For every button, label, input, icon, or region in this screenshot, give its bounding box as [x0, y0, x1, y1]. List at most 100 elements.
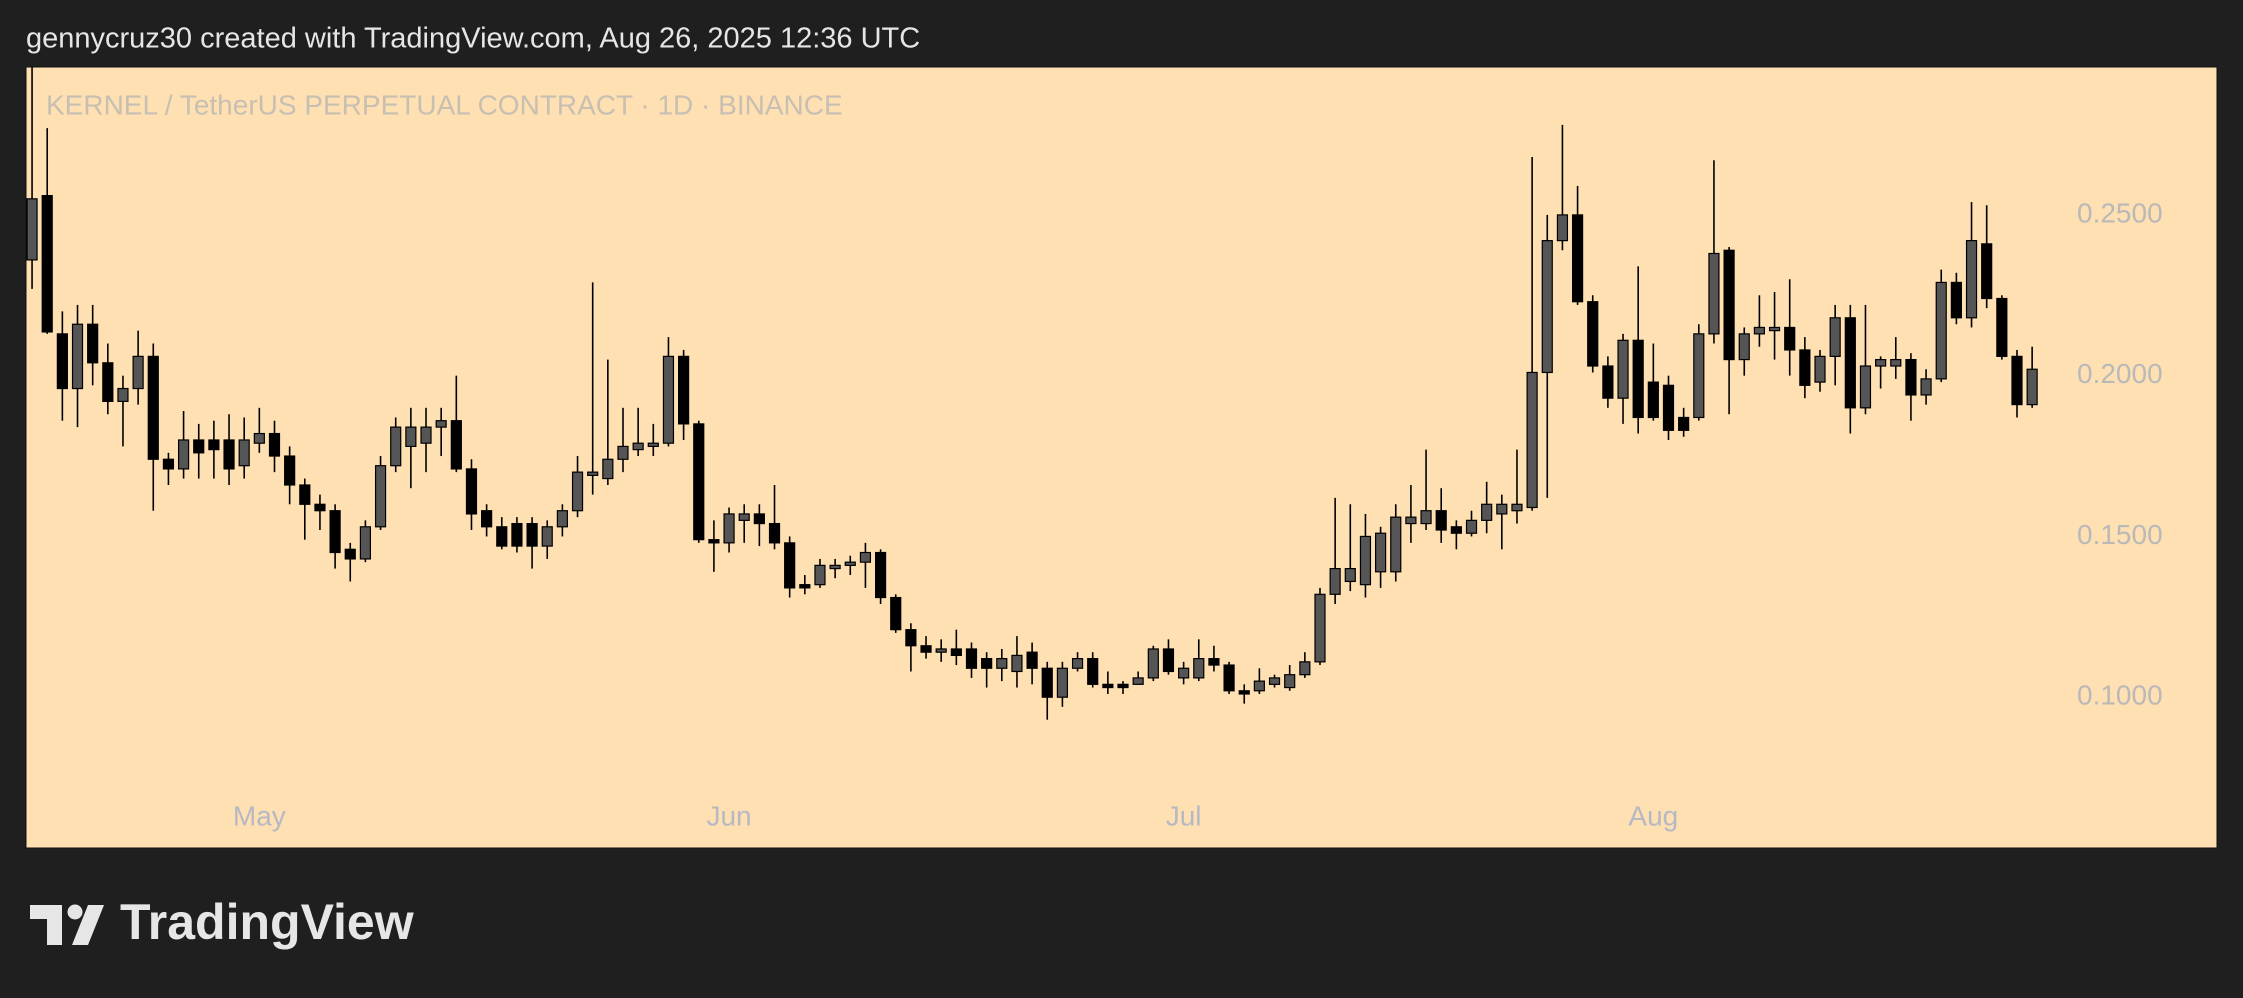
candle-body [405, 426, 417, 448]
candle-body [1632, 339, 1644, 419]
candle-body [1359, 535, 1372, 586]
candle-body [2026, 368, 2038, 406]
candle-body [1162, 648, 1175, 673]
candle-body [1026, 651, 1038, 669]
header: gennycruz30 created with TradingView.com… [26, 23, 920, 55]
y-tick-label: 0.1000 [2077, 680, 2163, 711]
candle-body [344, 548, 356, 560]
candle-body [1102, 683, 1114, 689]
candle-body [602, 458, 614, 480]
candle-body [708, 539, 720, 544]
candle-body [1556, 214, 1569, 242]
candle-body [238, 439, 250, 467]
candle-body [329, 510, 341, 554]
candle-body [223, 439, 235, 470]
candle-body [753, 513, 765, 525]
candle-body [829, 564, 841, 570]
candle-body [177, 439, 190, 470]
candle-body [1981, 243, 1993, 300]
y-tick-label: 0.1500 [2077, 519, 2163, 550]
candle-body [1738, 333, 1750, 361]
candle-body [905, 629, 917, 647]
candle-body [132, 355, 144, 390]
candle-body [284, 455, 296, 486]
candle-body [481, 510, 493, 528]
candle-body [1268, 677, 1281, 685]
candle-body [1435, 510, 1447, 531]
candle-body [1344, 567, 1356, 583]
chart-layer: 0.1000 0.1500 0.2000 0.2500 May Jun Jul Aug [26, 67, 2163, 831]
candle-body [1314, 593, 1326, 663]
candle-body [1284, 674, 1296, 689]
logo-mark [67, 904, 83, 920]
candle-body [1375, 532, 1387, 573]
candle-body [1071, 658, 1084, 669]
candle-body [1526, 371, 1538, 509]
logo-text: TradingView [120, 894, 414, 950]
candle-body [632, 442, 644, 451]
candle-body [1056, 667, 1069, 698]
candle-body [859, 551, 872, 563]
candle-body [511, 522, 523, 547]
candle-body [1693, 333, 1705, 419]
candle-body [87, 323, 99, 364]
candle-body [799, 584, 811, 589]
candle-body [2011, 355, 2023, 406]
candle-body [874, 551, 887, 599]
candle-body [1299, 661, 1311, 676]
candle-body [1571, 214, 1584, 303]
candle-body [556, 510, 568, 528]
candle-body [1829, 317, 1841, 357]
candle-body [1723, 249, 1735, 361]
candle-body [784, 542, 796, 589]
x-tick-label: Jul [1166, 800, 1202, 831]
candle-body [587, 471, 599, 476]
candle-body [1541, 240, 1553, 374]
candle-body [1950, 281, 1962, 319]
candle-body [1708, 252, 1720, 335]
candle-body [1450, 526, 1462, 534]
candle-body [693, 423, 705, 541]
candle-body [193, 439, 205, 454]
candle-body [1238, 690, 1250, 695]
candle-body [1784, 326, 1796, 351]
candle-body [1329, 567, 1341, 595]
candle-body [920, 645, 932, 653]
candle-body [1587, 301, 1599, 367]
x-tick-label: May [233, 800, 286, 831]
candle-body [1041, 667, 1053, 698]
candle-body [147, 355, 159, 460]
candle-body [965, 648, 978, 669]
x-tick-label: Aug [1628, 800, 1678, 831]
candle-body [1859, 365, 1872, 409]
candle-body [1905, 358, 1917, 396]
candle-body [981, 658, 993, 669]
candle-body [420, 426, 432, 444]
candle-body [890, 596, 902, 631]
candle-body [1511, 503, 1523, 512]
candle-body [1647, 381, 1659, 419]
candle-body [1678, 416, 1690, 431]
candle-body [1193, 658, 1205, 679]
candle-body [1465, 519, 1478, 534]
candle-body [935, 648, 947, 653]
candle-body [1405, 516, 1417, 525]
x-tick-label: Jun [706, 800, 751, 831]
candle-body [1087, 658, 1099, 685]
candle-body [162, 458, 175, 470]
candle-body [1768, 326, 1781, 332]
candle-body [1753, 326, 1766, 335]
candle-body [1844, 317, 1856, 409]
candle-body [647, 442, 659, 448]
candle-body [56, 333, 68, 390]
candle-body [526, 522, 538, 547]
chart-title: KERNEL / TetherUS PERPETUAL CONTRACT · 1… [46, 89, 843, 120]
candle-body [1935, 281, 1947, 380]
candle-body [1799, 349, 1811, 386]
candle-body [1253, 680, 1265, 692]
candle-body [496, 526, 508, 547]
candle-body [374, 465, 387, 528]
candle-body [617, 445, 629, 460]
candle-body [26, 198, 38, 261]
